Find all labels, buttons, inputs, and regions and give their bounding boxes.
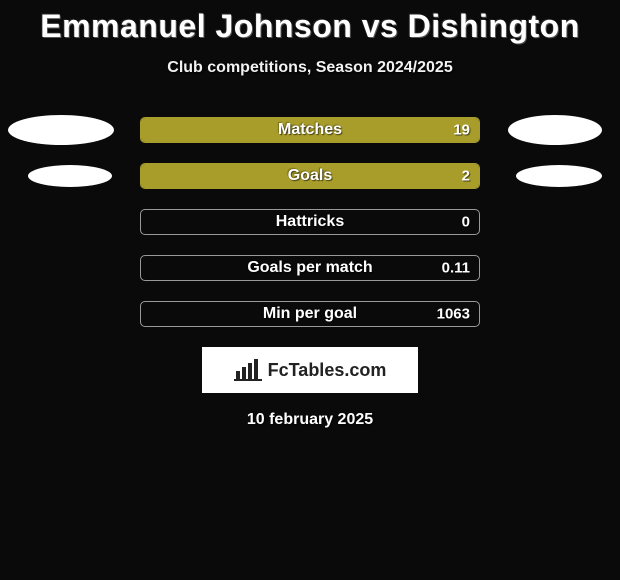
stat-row: Goals2: [0, 163, 620, 189]
stats-chart: Matches19 Goals2 Hattricks0 Goals per match…: [0, 117, 620, 327]
stat-row: Goals per match0.11: [0, 255, 620, 281]
ellipse-left: [28, 165, 112, 187]
logo-text: FcTables.com: [268, 360, 387, 381]
stat-row: Min per goal1063: [0, 301, 620, 327]
date-text: 10 february 2025: [0, 411, 620, 429]
bar-track: [140, 301, 480, 327]
ellipse-right: [508, 115, 602, 145]
bar-track: [140, 163, 480, 189]
page-title: Emmanuel Johnson vs Dishington: [0, 8, 620, 45]
logo: FcTables.com: [234, 359, 387, 381]
stat-row: Hattricks0: [0, 209, 620, 235]
logo-box: FcTables.com: [202, 347, 418, 393]
subtitle: Club competitions, Season 2024/2025: [0, 59, 620, 77]
bar-track: [140, 117, 480, 143]
bar-track: [140, 209, 480, 235]
ellipse-right: [516, 165, 602, 187]
bar-fill: [141, 118, 479, 142]
bar-track: [140, 255, 480, 281]
bar-chart-icon: [234, 359, 262, 381]
ellipse-left: [8, 115, 114, 145]
bar-fill: [141, 164, 479, 188]
comparison-infographic: Emmanuel Johnson vs Dishington Club comp…: [0, 0, 620, 580]
stat-row: Matches19: [0, 117, 620, 143]
